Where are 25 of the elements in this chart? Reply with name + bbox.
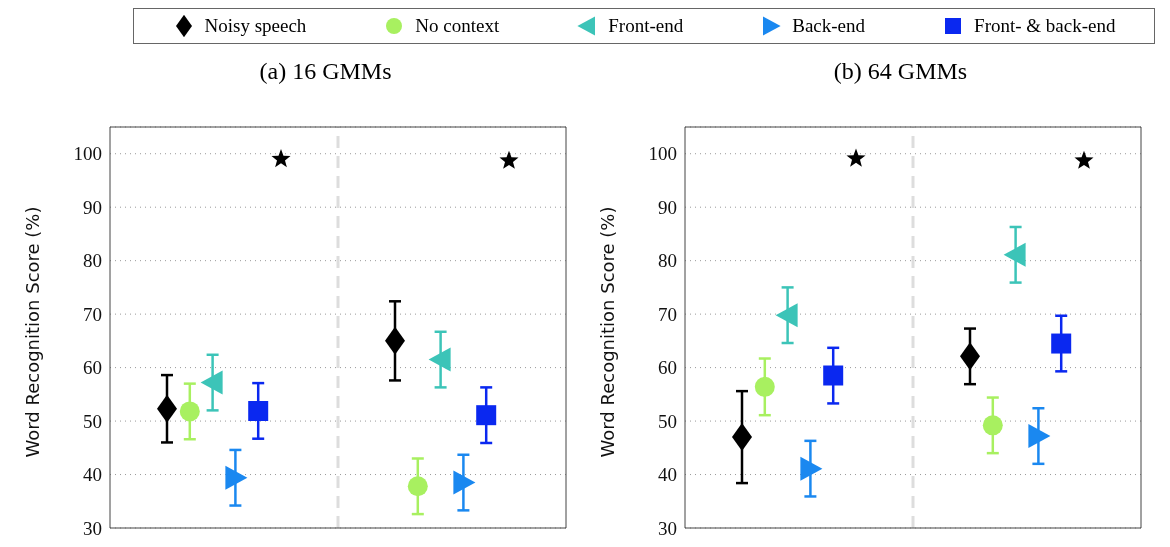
y-tick-label: 50 <box>82 410 102 432</box>
y-tick-label: 30 <box>82 517 102 539</box>
y-tick-label: 70 <box>657 303 677 325</box>
legend-label: Front-end <box>608 15 684 37</box>
y-tick-label: 90 <box>82 196 102 218</box>
y-tick-label: 80 <box>657 250 677 272</box>
y-tick-label: 90 <box>657 196 677 218</box>
y-tick-label: 60 <box>657 357 677 379</box>
chart-title: (a) 16 GMMs <box>259 58 392 86</box>
y-tick-label: 40 <box>82 464 102 486</box>
y-tick-label: 50 <box>657 410 677 432</box>
y-tick-label: 80 <box>82 250 102 272</box>
y-tick-label: 100 <box>73 143 102 165</box>
y-axis-title: Word Recognition Score (%) <box>21 206 43 458</box>
y-tick-label: 30 <box>657 517 677 539</box>
y-tick-label: 40 <box>657 464 677 486</box>
y-axis-title: Word Recognition Score (%) <box>596 206 618 458</box>
y-tick-label: 60 <box>82 357 102 379</box>
legend-label: Noisy speech <box>204 15 307 37</box>
y-tick-label: 100 <box>648 143 677 165</box>
y-tick-label: 70 <box>82 303 102 325</box>
legend-label: Front- & back-end <box>974 15 1116 37</box>
legend-label: Back-end <box>792 15 866 37</box>
chart-title: (b) 64 GMMs <box>833 58 968 86</box>
legend-label: No context <box>415 15 500 37</box>
